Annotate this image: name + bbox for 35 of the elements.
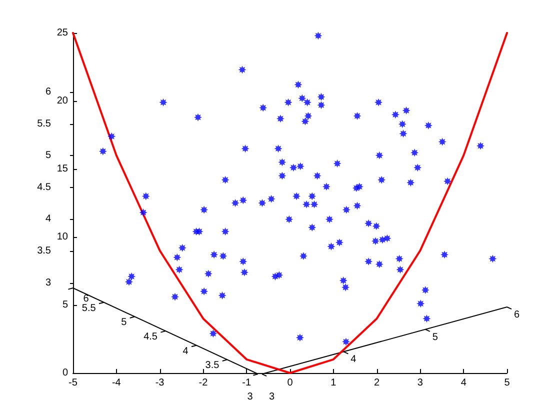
text: 6 <box>514 310 520 320</box>
annotation: 3.5 <box>205 360 220 372</box>
annotation: 5 <box>121 317 128 328</box>
annotation: 5.5 <box>82 302 96 314</box>
x-tick-label: 5 <box>504 378 510 388</box>
annotation: 4 <box>182 346 189 357</box>
y-tick-label: 5 <box>62 300 68 310</box>
y-tick-label: 25 <box>56 28 68 38</box>
y2-tick-label: 3 <box>45 277 52 288</box>
y2-tick-label: 5.5 <box>37 118 52 130</box>
annotation: 6 <box>83 294 90 304</box>
y2-tick-label: 4.5 <box>37 182 52 193</box>
y-tick-label: 10 <box>56 232 68 242</box>
x-tick-label: -3 <box>155 378 165 388</box>
x-tick-label: -5 <box>68 378 78 388</box>
x-tick-label: 4 <box>460 378 467 388</box>
y-tick-label: 20 <box>56 96 68 106</box>
x-tick-label: -1 <box>242 378 252 388</box>
y2-tick-label: 4 <box>45 214 52 225</box>
text: 3 <box>247 392 254 402</box>
x-tick-label: 3 <box>417 378 424 388</box>
y2-tick-label: 6 <box>45 86 52 98</box>
y-tick-label: 15 <box>56 164 68 174</box>
x-tick-label: 0 <box>287 378 294 388</box>
y2-tick-label: 3.5 <box>37 245 52 256</box>
annotation: 5 <box>432 332 438 343</box>
annotation: 4.5 <box>144 332 158 342</box>
x-tick-label: 1 <box>330 378 337 388</box>
annotation: 4 <box>350 354 357 366</box>
x-tick-label: 2 <box>374 378 380 388</box>
x-tick-label: -2 <box>198 378 208 388</box>
y-tick-label: 0 <box>62 368 68 378</box>
y2-tick-label: 5 <box>45 150 52 162</box>
text: 3 <box>269 392 275 402</box>
x-tick-label: -4 <box>112 378 122 388</box>
